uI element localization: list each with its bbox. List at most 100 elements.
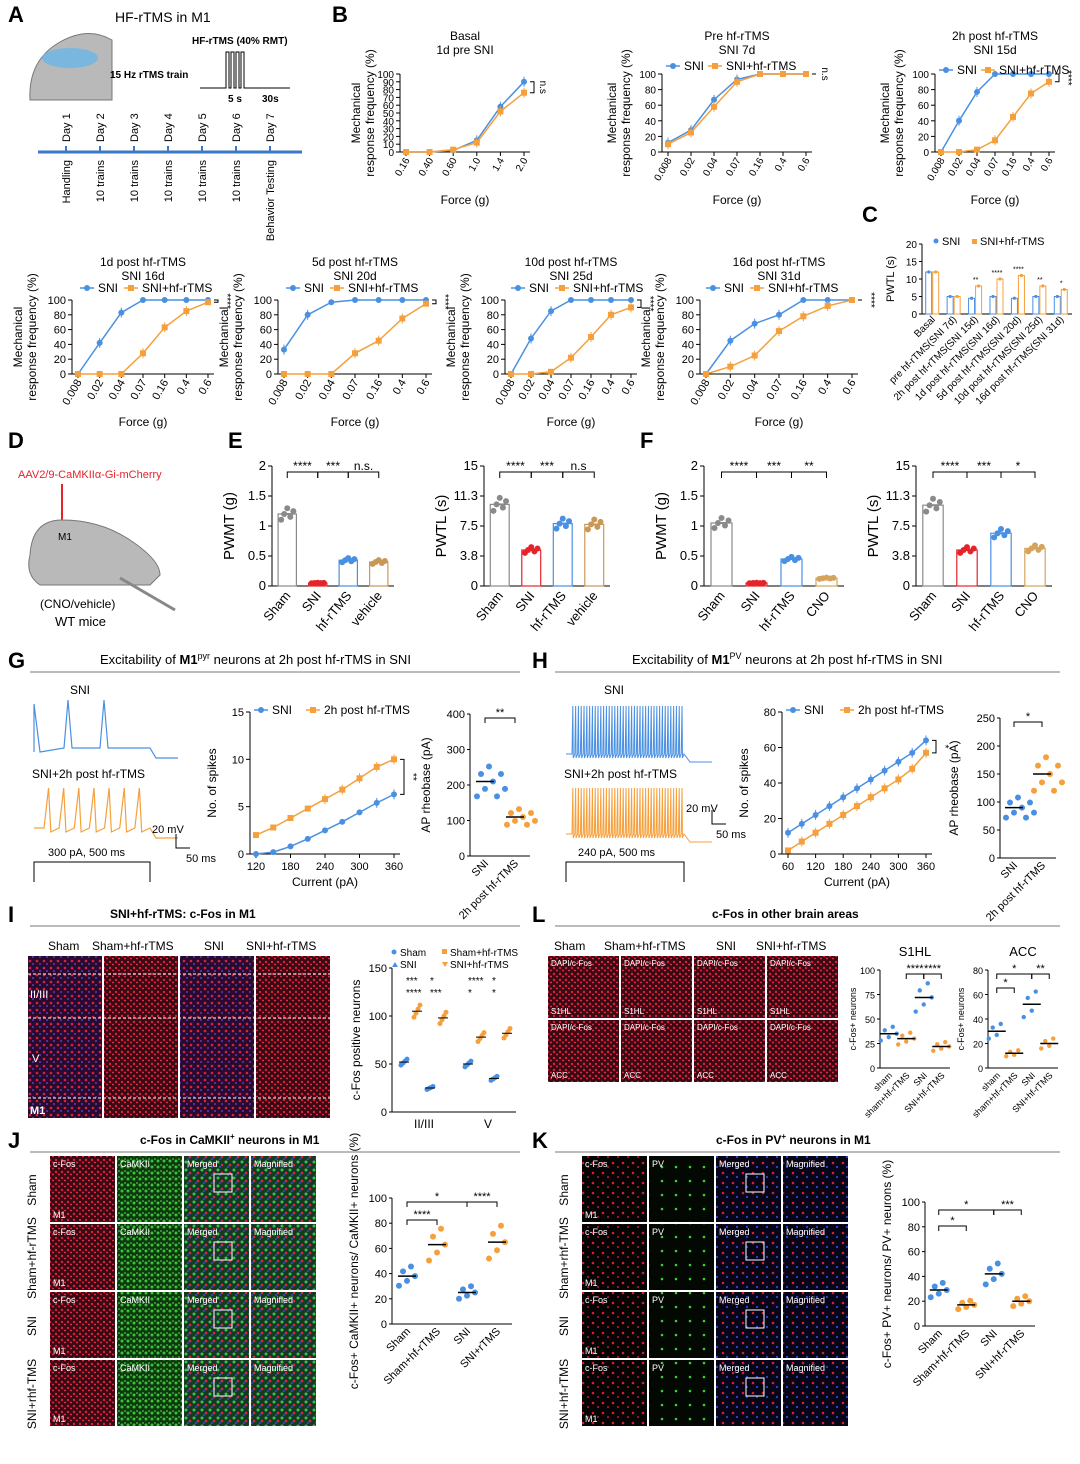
- x-tick-label: 180: [281, 861, 299, 873]
- brain-region-m1: [42, 48, 98, 68]
- x-tick-label: 0.4: [391, 378, 409, 397]
- bar-point: [278, 516, 285, 523]
- data-point: [982, 1281, 989, 1288]
- sig-label: ***: [430, 988, 442, 999]
- micrograph-acc: [767, 1020, 838, 1082]
- sig-label: ***: [977, 459, 991, 473]
- y-axis-label: PWTL (s): [433, 495, 450, 558]
- data-point: [1007, 799, 1013, 806]
- y-tick-label: 1.5: [248, 488, 266, 503]
- micrograph-magnified: [783, 1156, 848, 1222]
- y-tick-label: 0: [266, 369, 272, 381]
- chart-b-pre: 0 20 40 60 80 100 0.008 0.02 0.04 0.07 0.16 0.4 0.6 P…: [605, 29, 830, 207]
- x-axis-label: Current (pA): [292, 875, 358, 889]
- data-point: [1025, 995, 1030, 1001]
- bar: [1032, 296, 1040, 315]
- sig-label: ****: [506, 459, 525, 473]
- data-point: [1004, 1054, 1009, 1059]
- legend-label: SNI: [957, 63, 977, 77]
- data-point: [183, 297, 190, 303]
- sig-label: **: [973, 277, 979, 284]
- micrograph-sham-hf: [104, 956, 178, 1118]
- y-axis-label: No. of spikes: [737, 748, 751, 817]
- x-tick-label: SNI: [470, 858, 491, 879]
- data-point: [482, 785, 488, 792]
- chart-title: 1d post hf-rTMS: [100, 255, 186, 269]
- bar-point: [795, 554, 802, 561]
- y-tick-label: 1: [691, 518, 698, 533]
- y-tick-label: 150: [977, 769, 995, 781]
- x-tick-label: 0.04: [740, 378, 761, 403]
- bar: [968, 297, 976, 315]
- data-point: [1047, 1043, 1052, 1049]
- data-point: [430, 1233, 436, 1240]
- data-point: [253, 851, 259, 857]
- y-tick-label: 300: [447, 745, 465, 757]
- data-point: [785, 847, 791, 854]
- data-point: [994, 1032, 999, 1038]
- channel-label: PV: [652, 1159, 664, 1169]
- data-point: [328, 371, 335, 377]
- data-point: [1010, 71, 1016, 77]
- region-label: ACC: [697, 1071, 714, 1080]
- channel-label: PV: [652, 1295, 664, 1305]
- sig-bracket: [938, 1225, 967, 1231]
- scale-v: 20 mV: [152, 824, 184, 836]
- data-point: [548, 368, 554, 375]
- legend-marker: [790, 707, 796, 713]
- day-label: Day 4: [163, 113, 175, 142]
- data-point: [404, 1056, 410, 1062]
- data-point: [399, 297, 406, 303]
- y-tick-label: 0: [493, 369, 499, 381]
- channel-label: Magnified: [254, 1159, 293, 1169]
- y-tick-label: 1: [259, 518, 266, 533]
- panel-k-title: c-Fos in PV+ neurons in M1: [716, 1132, 871, 1147]
- data-point: [356, 809, 363, 816]
- panel-l: c-Fos in other brain areas Sham Sham+hf-…: [548, 907, 1060, 1082]
- bar-point: [998, 525, 1004, 532]
- channel-label: Merged: [719, 1295, 750, 1305]
- data-point: [426, 1257, 432, 1264]
- x-tick-label: 60: [782, 861, 794, 873]
- sig-bracket: [637, 299, 642, 308]
- x-tick-label: 0.02: [516, 378, 537, 403]
- channel-label: Merged: [187, 1159, 218, 1169]
- y-tick-label: 30: [383, 125, 395, 136]
- chart-b-1d: 0 20 40 60 80 100 0.008 0.02 0.04 0.07 0.16 0.4 0.6 1…: [11, 255, 232, 429]
- legend-marker: [391, 949, 397, 955]
- sig-label: ****: [992, 270, 1003, 277]
- x-tick-label: 0.008: [60, 378, 84, 408]
- data-point: [441, 1013, 447, 1019]
- data-point: [1014, 1295, 1021, 1302]
- y-tick-label: 100: [912, 70, 929, 81]
- y-tick-label: 100: [48, 295, 66, 307]
- channel-label: Magnified: [254, 1227, 293, 1237]
- data-point: [703, 371, 709, 377]
- data-point: [481, 1030, 487, 1036]
- data-point: [304, 835, 311, 842]
- stimulation-pulse-train: [200, 51, 290, 89]
- x-tick-label: 0.16: [747, 156, 766, 179]
- data-point: [498, 770, 504, 777]
- data-point: [800, 297, 807, 303]
- channel-label: Merged: [719, 1363, 750, 1373]
- trace-sni-label: SNI: [70, 683, 90, 697]
- panel-j-title-sup: +: [230, 1132, 235, 1141]
- sig-label: *: [492, 988, 496, 999]
- panel-label-J: J: [8, 1128, 20, 1153]
- legend-marker: [712, 63, 718, 69]
- bar-point: [320, 579, 327, 586]
- row-label: Sham: [25, 1174, 39, 1205]
- zoom-box: [745, 1173, 765, 1193]
- panel-h: Excitability of M1PV neurons at 2h post …: [555, 651, 1060, 882]
- data-point: [925, 981, 930, 986]
- y-tick-label: 0: [923, 148, 929, 159]
- bar-point: [284, 505, 291, 512]
- y-tick-label: 250: [977, 713, 995, 725]
- x-tick-label: 360: [385, 861, 403, 873]
- y-axis-label: AP rheobase (pA): [419, 737, 433, 832]
- x-tick-label: 0.07: [982, 156, 1001, 179]
- data-point: [434, 1249, 440, 1256]
